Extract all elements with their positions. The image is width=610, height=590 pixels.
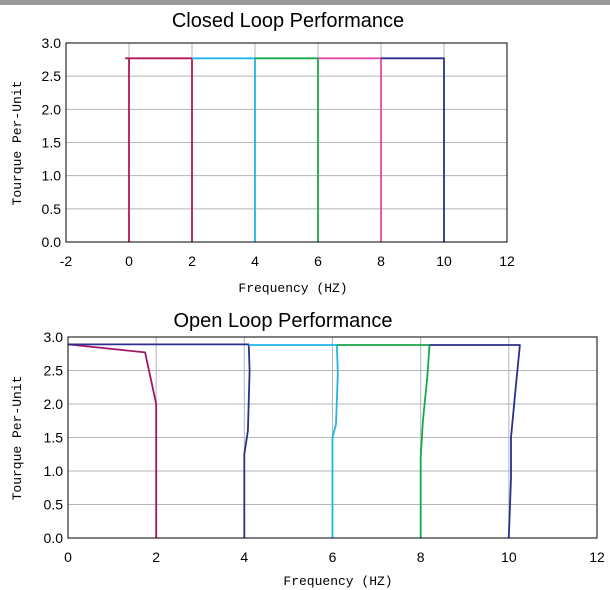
x-tick-label: 2 [188,253,196,269]
closed-loop-chart: Closed Loop Performance -2 0 2 4 6 8 10 12 0.00… [10,10,515,296]
y-tick-label: 1.0 [42,168,62,184]
x-tick-labels: 0 2 4 6 8 10 12 [64,549,605,565]
y-tick-label: 1.5 [42,135,62,151]
series-line-5 [381,57,445,242]
y-tick-label: 1.0 [44,463,64,479]
plot-frame [67,336,598,539]
chart-title: Open Loop Performance [173,310,392,332]
series-line-3 [255,57,319,242]
x-tick-label: 2 [152,549,160,565]
x-tick-label: 6 [314,253,322,269]
y-tick-label: 2.5 [42,68,62,84]
y-tick-label: 3.0 [42,35,62,51]
x-tick-label: 4 [240,549,248,565]
grid [65,42,508,243]
x-axis-label: Frequency (HZ) [283,574,392,589]
open-loop-chart: Open Loop Performance 0 2 4 6 8 10 12 0.0 0.5 1.… [10,310,605,589]
series-line-2 [192,57,256,242]
x-tick-label: -2 [60,253,73,269]
x-tick-label: 10 [436,253,452,269]
x-tick-labels: -2 0 2 4 6 8 10 12 [60,253,515,269]
y-axis-label: Tourque Per-Unit [10,376,25,501]
y-tick-label: 2.0 [44,396,64,412]
x-tick-label: 12 [589,549,605,565]
x-tick-label: 0 [64,549,72,565]
window-top-bar [0,0,610,5]
y-tick-label: 0.0 [42,234,62,250]
x-tick-label: 10 [501,549,517,565]
series-line-4 [318,57,382,242]
y-axis-label: Tourque Per-Unit [10,81,25,206]
x-axis-label: Frequency (HZ) [238,281,347,296]
y-tick-label: 2.5 [44,363,64,379]
x-tick-label: 6 [329,549,337,565]
series-lines [67,343,521,539]
x-tick-label: 12 [499,253,515,269]
y-tick-labels: 0.0 0.5 1.0 1.5 2.0 2.5 3.0 [44,329,64,546]
series-line-2 [68,343,251,538]
y-tick-label: 1.5 [44,430,64,446]
chart-title: Closed Loop Performance [172,10,404,32]
y-tick-label: 2.0 [42,101,62,117]
x-tick-label: 0 [125,253,133,269]
series-lines [124,57,445,242]
y-tick-labels: 0.0 0.5 1.0 1.5 2.0 2.5 3.0 [42,35,62,250]
series-line-5 [429,344,521,539]
y-tick-label: 0.0 [44,530,64,546]
series-line-1 [124,57,193,242]
x-tick-label: 8 [417,549,425,565]
series-line-1 [67,343,158,538]
y-tick-label: 0.5 [44,497,64,513]
y-tick-label: 3.0 [44,329,64,345]
x-tick-label: 4 [251,253,259,269]
series-line-4 [336,344,431,538]
x-tick-label: 8 [377,253,385,269]
y-tick-label: 0.5 [42,201,62,217]
series-line-3 [248,344,339,538]
plot-frame [65,42,508,243]
